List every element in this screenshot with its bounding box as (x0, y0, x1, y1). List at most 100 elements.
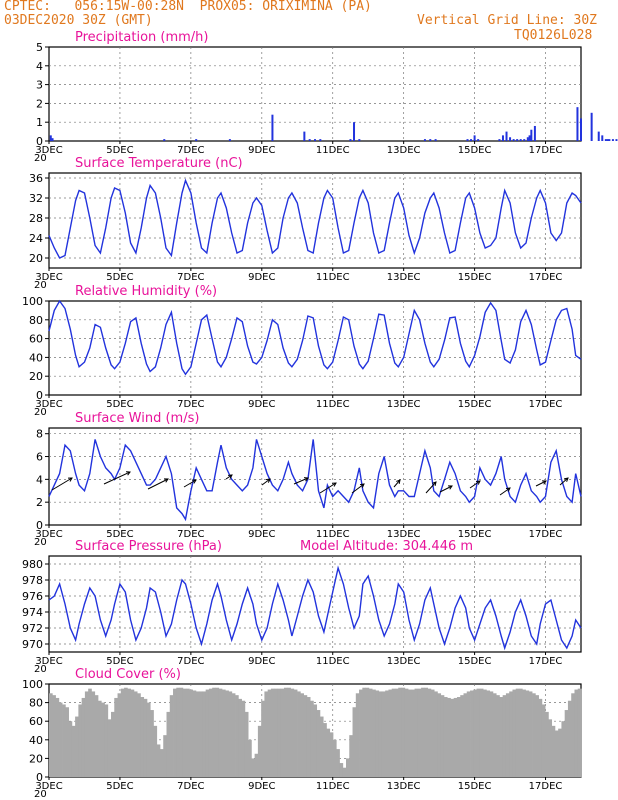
wind-ytick-label: 4 (36, 473, 43, 486)
wind-series-line (48, 439, 582, 522)
wind-vector-arrow (535, 480, 547, 487)
wind-vector-arrow (393, 479, 401, 488)
wind-arrowhead (163, 478, 169, 483)
precip-bar (51, 138, 54, 141)
rh-ytick-label: 80 (29, 314, 43, 327)
pressure-frame (48, 555, 582, 653)
cloud-bar (554, 730, 559, 777)
precip-bar (601, 135, 604, 141)
wind-ytick-label: 8 (36, 428, 43, 441)
wind-arrowhead (541, 480, 547, 485)
temp-xtick-label: 15DEC (458, 272, 492, 283)
rh-ytick-label: 20 (29, 370, 43, 383)
wind-frame (48, 427, 582, 526)
cloud-bar (280, 688, 285, 777)
cloud-bar (456, 697, 461, 777)
cloud-bar (430, 689, 435, 777)
cloud-bar (332, 739, 337, 777)
wind-xtick-label: 9DEC (248, 529, 275, 540)
cloud-bar (163, 735, 167, 777)
temp-xtick-label: 9DEC (248, 272, 275, 283)
cloud-bar (62, 704, 66, 777)
wind-arrowhead (447, 485, 453, 490)
cloud-bar (205, 689, 210, 777)
cloud-bar (65, 707, 69, 777)
cloud-bar (434, 691, 438, 777)
cloud-bar (362, 687, 366, 777)
cloud-bar (427, 688, 432, 777)
wind-xtick-label: 15DEC (458, 529, 492, 540)
precip-bar (512, 139, 515, 141)
precip-title: Precipitation (mm/h) (75, 30, 208, 45)
cloud-bar (127, 688, 131, 777)
pressure-series-line (48, 565, 582, 651)
cloud-bar (218, 688, 223, 777)
cloud-bar (176, 687, 180, 777)
wind-xtick-label: 13DEC (387, 529, 421, 540)
cloud-bar (470, 690, 474, 777)
temp-series-line (48, 178, 582, 259)
precip-bar (271, 114, 274, 141)
precip-bar (576, 107, 579, 141)
pressure-ytick-label: 972 (22, 622, 43, 635)
cloud-bar (257, 725, 262, 777)
cloud-bar (313, 704, 318, 777)
wind-vector-arrow (183, 479, 197, 488)
precip-bar (49, 135, 52, 141)
cloud-bar (551, 725, 556, 777)
rh-ytick-label: 40 (29, 351, 43, 364)
wind-arrowhead (505, 487, 511, 492)
precip-bar (434, 139, 437, 141)
header-grid-line-note: Vertical Grid Line: 30Z (417, 13, 598, 28)
pressure-xtick-label: 17DEC (529, 656, 563, 667)
cloud-bar (173, 688, 177, 777)
cloud-bar (528, 691, 533, 777)
temp-year-stub: 20 (34, 280, 47, 291)
precip-ytick-label: 4 (36, 60, 43, 73)
precip-bar (163, 139, 166, 141)
cloud-bar (277, 688, 282, 777)
temp-ytick-label: 28 (29, 212, 43, 225)
precip-bar (195, 139, 198, 141)
wind-arrowhead (563, 477, 569, 482)
cloud-bar (355, 693, 360, 777)
cloud-bar (437, 693, 442, 777)
cloud-bar (486, 690, 491, 777)
cloud-bar (192, 690, 197, 777)
cloud-bar (525, 690, 530, 777)
cloud-bar (140, 697, 145, 777)
wind-vector-arrow (293, 477, 309, 485)
cloud-bar (261, 700, 265, 777)
cloud-bar (114, 697, 118, 777)
wind-xtick-label: 17DEC (529, 529, 563, 540)
cloud-bar (424, 687, 429, 777)
cloud-bar (378, 691, 383, 777)
cloud-title: Cloud Cover (%) (75, 667, 181, 682)
cloud-bar (101, 702, 105, 777)
precip-bar (319, 139, 322, 141)
precip-bar (604, 139, 607, 141)
cloud-bar (346, 758, 350, 777)
temp-xtick-label: 7DEC (177, 272, 204, 283)
cloud-bar (548, 719, 553, 777)
cloud-bar (574, 689, 579, 777)
cloud-bar (75, 716, 79, 777)
cloud-bar (349, 735, 353, 777)
cloud-ytick-label: 60 (29, 715, 43, 728)
rh-series-line (48, 299, 582, 376)
cloud-bar (84, 691, 89, 777)
cloud-bar (414, 688, 419, 777)
precip-ytick-label: 1 (36, 116, 43, 129)
pressure-xtick-label: 11DEC (316, 656, 350, 667)
cloud-bar (166, 711, 171, 777)
wind-vector-arrow (425, 481, 437, 494)
cloud-bar (512, 689, 517, 777)
cloud-bar (225, 690, 229, 777)
precip-bar (528, 135, 531, 141)
cloud-bar (215, 687, 220, 777)
pressure-xtick-label: 5DEC (106, 656, 133, 667)
cloud-bar (124, 687, 128, 777)
precip-bar (423, 139, 426, 141)
cloud-bar (117, 693, 122, 777)
wind-arrowhead (67, 477, 73, 482)
